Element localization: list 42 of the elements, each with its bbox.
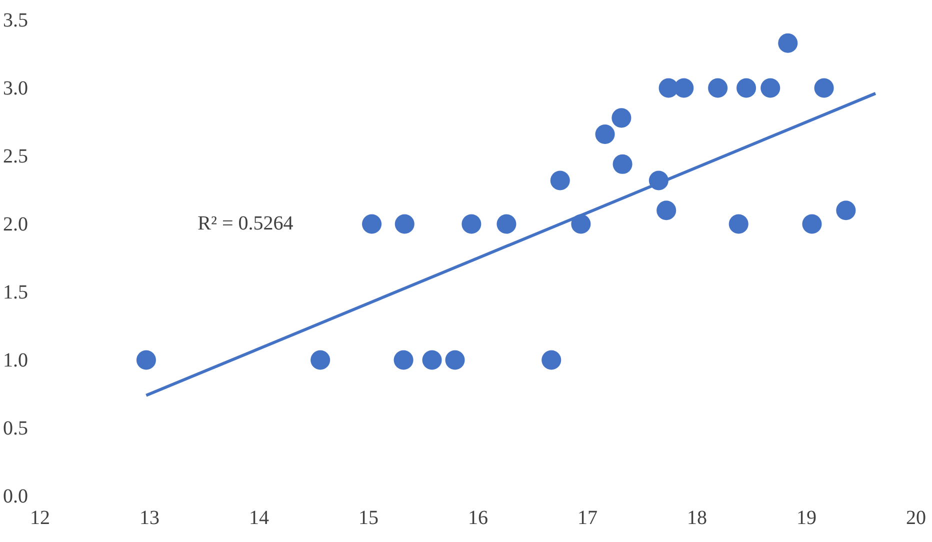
- x-tick-label: 17: [578, 507, 598, 530]
- point: [612, 108, 632, 128]
- x-tick-label: 14: [249, 507, 269, 530]
- point: [362, 214, 382, 234]
- point: [394, 214, 414, 234]
- point: [802, 214, 822, 234]
- annotation: R² = 0.5264: [198, 212, 294, 234]
- y-tick-label: 1.0: [3, 349, 28, 372]
- point: [542, 350, 562, 370]
- point: [736, 78, 756, 98]
- point: [760, 78, 780, 98]
- point: [814, 78, 834, 98]
- point: [136, 350, 156, 370]
- y-tick-label: 0.0: [3, 485, 28, 508]
- point: [595, 124, 615, 144]
- y-tick-label: 3.0: [3, 77, 28, 100]
- x-tick-label: 18: [687, 507, 707, 530]
- y-tick-label: 0.5: [3, 417, 28, 440]
- point: [612, 154, 632, 174]
- y-tick-label: 2.0: [3, 213, 28, 236]
- point: [778, 33, 798, 53]
- point: [656, 200, 676, 220]
- point: [445, 350, 465, 370]
- point: [728, 214, 748, 234]
- x-tick-label: 15: [358, 507, 378, 530]
- x-tick-label: 20: [906, 507, 926, 530]
- x-tick-label: 16: [468, 507, 488, 530]
- x-tick-label: 12: [30, 507, 50, 530]
- y-tick-label: 1.5: [3, 281, 28, 304]
- point: [310, 350, 330, 370]
- point: [394, 350, 414, 370]
- point: [550, 170, 570, 190]
- point: [674, 78, 694, 98]
- y-tick-label: 3.5: [3, 9, 28, 32]
- y-tick-label: 2.5: [3, 145, 28, 168]
- point: [836, 200, 856, 220]
- x-tick-label: 19: [796, 507, 816, 530]
- point: [708, 78, 728, 98]
- point: [422, 350, 442, 370]
- point: [462, 214, 482, 234]
- point: [496, 214, 516, 234]
- x-tick-label: 13: [140, 507, 160, 530]
